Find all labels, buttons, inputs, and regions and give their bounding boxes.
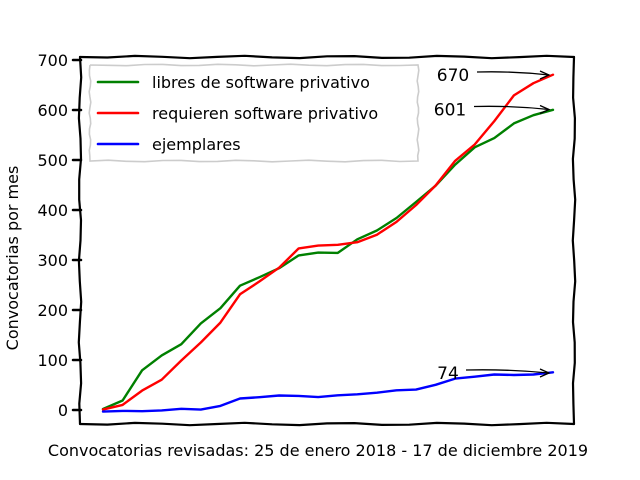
y-tick-label: 200	[37, 301, 68, 320]
arrow-head	[539, 104, 551, 115]
legend: libres de software privativo requieren so…	[88, 63, 420, 163]
y-tick-label: 400	[37, 201, 68, 220]
series-line-2	[101, 371, 555, 413]
legend-label-2: ejemplares	[152, 135, 241, 154]
frame-top	[78, 54, 576, 60]
legend-label-1: requieren software privativo	[152, 104, 378, 123]
end-labels: 601 670 74	[434, 66, 551, 384]
legend-label-0: libres de software privativo	[152, 73, 370, 92]
plot-frame	[77, 54, 577, 427]
frame-right	[571, 55, 577, 426]
arrow-head	[539, 368, 551, 378]
end-label-0: 601	[434, 101, 466, 121]
y-tick-label: 0	[58, 401, 68, 420]
y-tick-label: 700	[37, 51, 68, 70]
end-label-arrow	[465, 369, 550, 374]
end-label-arrow	[473, 105, 550, 111]
y-tick-label: 500	[37, 151, 68, 170]
series-line-0	[101, 108, 555, 411]
arrow-head	[539, 70, 551, 80]
y-axis-ticks: 0 100 200 300 400 500 600 700	[37, 51, 83, 420]
end-label-1: 670	[437, 66, 469, 86]
x-axis-label: Convocatorias revisadas: 25 de enero 201…	[48, 441, 588, 460]
y-axis-label: Convocatorias por mes	[3, 166, 22, 351]
end-label-2: 74	[437, 364, 459, 384]
series-line-1	[101, 73, 555, 411]
end-label-arrow	[476, 71, 550, 76]
legend-box	[88, 63, 420, 163]
y-tick-label: 100	[37, 351, 68, 370]
frame-left	[77, 55, 83, 426]
series-lines	[101, 73, 555, 413]
y-tick-label: 600	[37, 101, 68, 120]
frame-bottom	[78, 421, 576, 427]
y-tick-label: 300	[37, 251, 68, 270]
